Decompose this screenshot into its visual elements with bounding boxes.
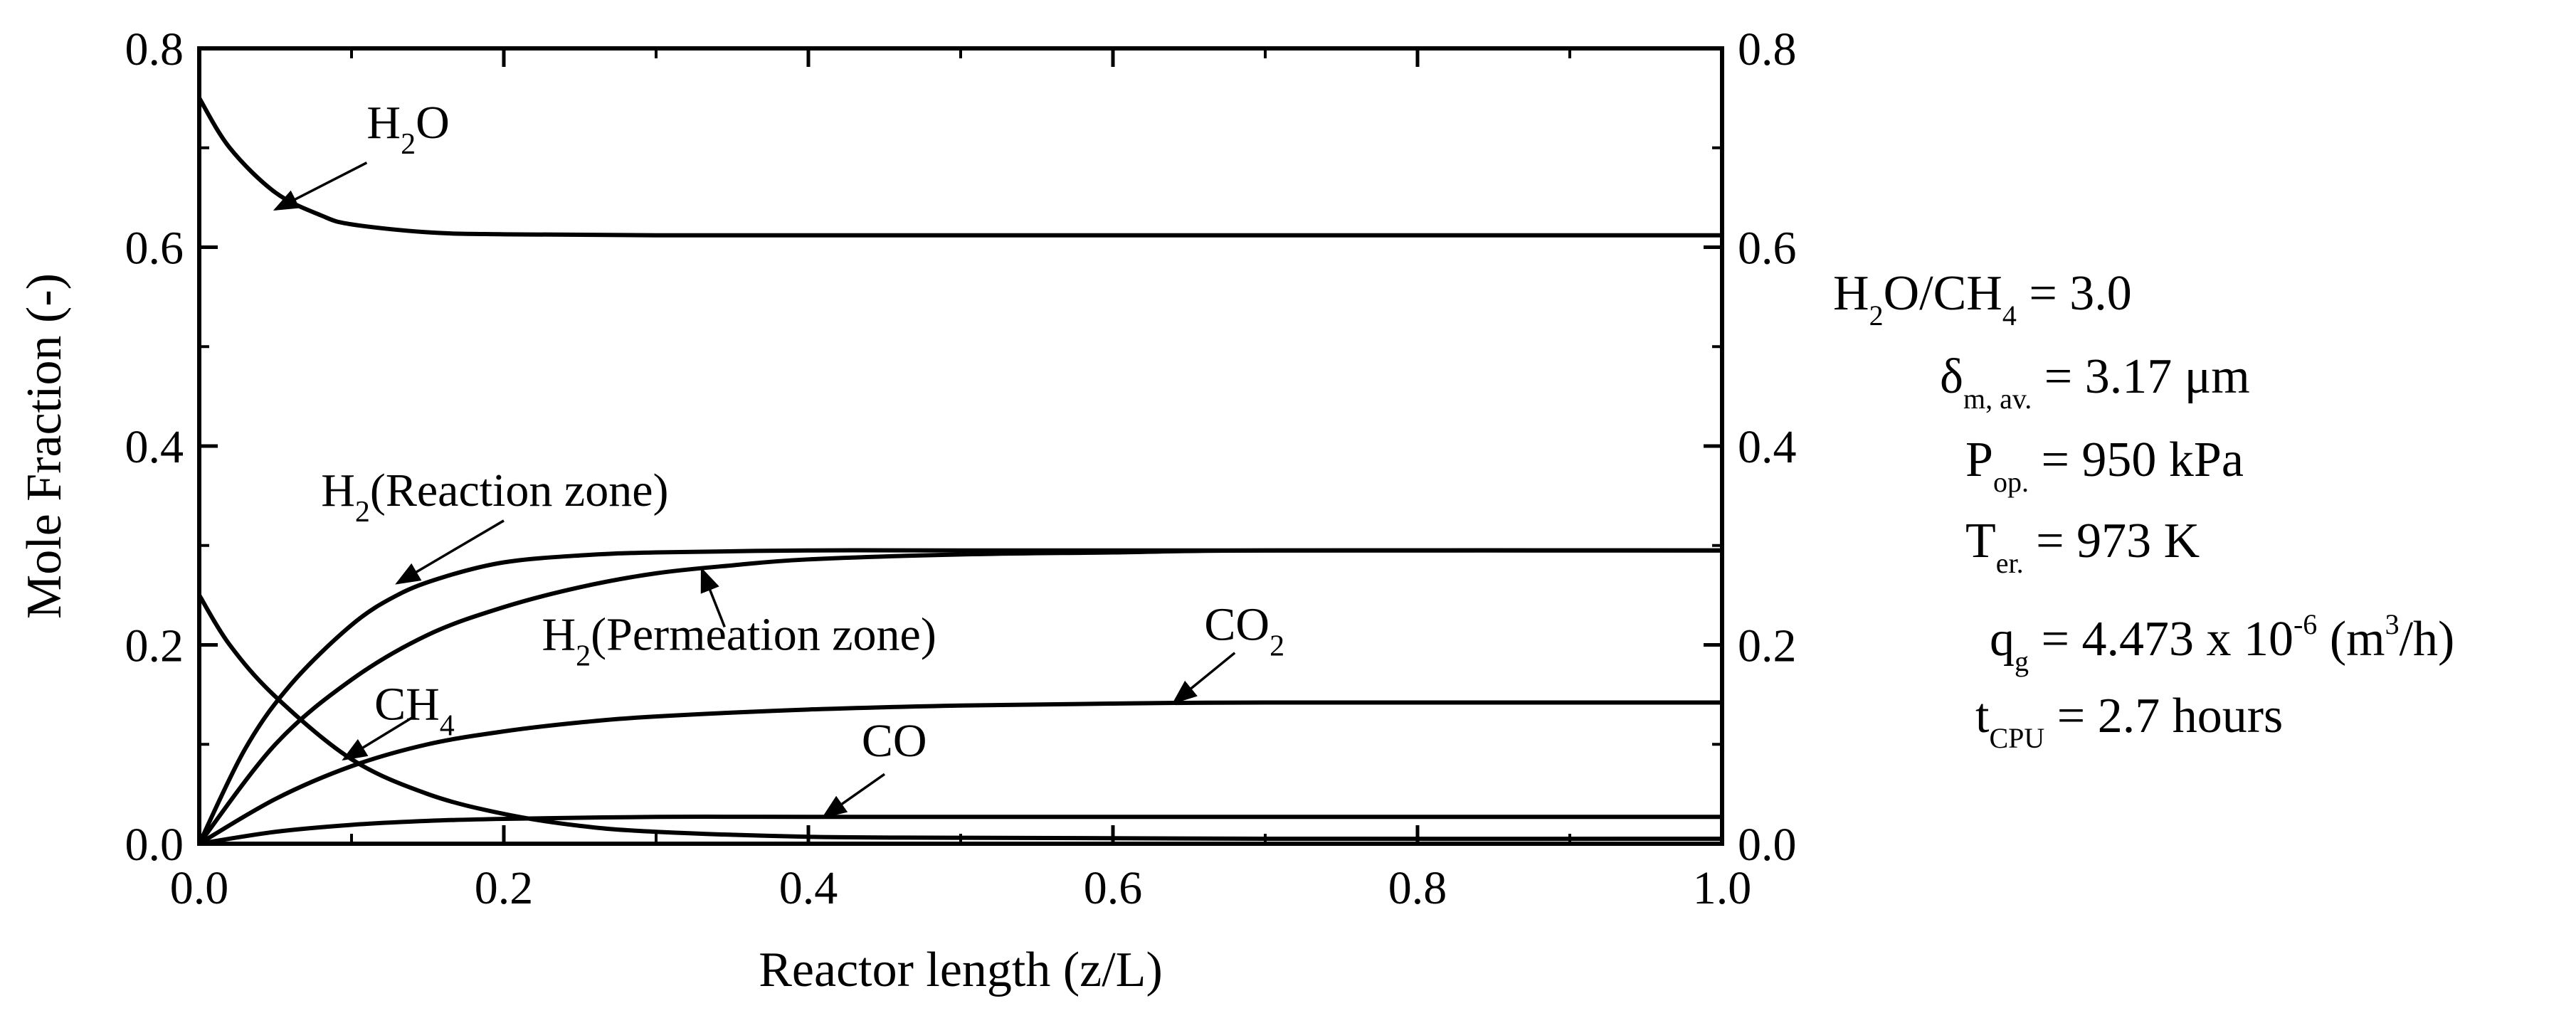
cpu-time-annotation: tCPU = 2.7 hours bbox=[1975, 691, 2283, 753]
curve-label-co2: CO2 bbox=[1204, 599, 1284, 663]
ratio-sub1: 2 bbox=[1869, 300, 1884, 332]
series-layer bbox=[197, 97, 1723, 846]
flow-mid: = 4.473 x 10 bbox=[2029, 612, 2293, 667]
tick-layer: 0.0 0.2 0.4 0.6 0.8 1.00.00.20.40.60.80.00.20… bbox=[125, 23, 1797, 914]
ratio-main: H bbox=[1833, 266, 1869, 321]
arrow-h2o bbox=[273, 161, 368, 211]
x-tick-label: 0.6 bbox=[1084, 862, 1143, 914]
flow-sub: g bbox=[2015, 645, 2029, 677]
arrow-ch4 bbox=[342, 716, 413, 761]
flow-sup2: 3 bbox=[2385, 608, 2400, 640]
y-axis-title: Mole Fraction (-) bbox=[17, 273, 72, 619]
thickness-annotation: δm, av. = 3.17 μm bbox=[1940, 352, 2250, 413]
x-tick-label: 1.0 bbox=[1693, 862, 1752, 914]
ratio-tail: = 3.0 bbox=[2016, 266, 2132, 321]
y-right-tick-label: 0.4 bbox=[1738, 421, 1797, 473]
y-right-tick-label: 0.2 bbox=[1738, 620, 1797, 672]
curve-label-h2-reaction-zone: H2(Reaction zone) bbox=[321, 465, 668, 529]
arrow-layer bbox=[273, 161, 1236, 819]
pressure-tail: = 950 kPa bbox=[2028, 433, 2244, 487]
y-tick-label: 0.2 bbox=[125, 620, 184, 672]
cpu-time-tail: = 2.7 hours bbox=[2044, 689, 2284, 743]
flow-tail: /h) bbox=[2399, 612, 2455, 667]
curve-label-ch4: CH4 bbox=[374, 678, 455, 742]
flow-main: q bbox=[1990, 612, 2015, 667]
series-line-co bbox=[199, 815, 1722, 846]
pressure-sub: op. bbox=[1992, 466, 2029, 498]
temperature-annotation: Ter. = 973 K bbox=[1965, 516, 2200, 578]
thickness-tail: = 3.17 μm bbox=[2032, 349, 2250, 404]
series-line-h2-permeation-zone bbox=[197, 548, 1723, 845]
label-layer: H2O H2(Reaction zone) H2(Permeation zone) C… bbox=[321, 97, 1284, 767]
y-tick-label: 0.6 bbox=[125, 223, 184, 275]
flow-mid2: (m bbox=[2317, 612, 2385, 667]
pressure-annotation: Pop. = 950 kPa bbox=[1965, 435, 2244, 497]
thickness-main: δ bbox=[1940, 349, 1963, 404]
curve-label-h2-permeation-zone: H2(Permeation zone) bbox=[542, 608, 936, 672]
temperature-tail: = 973 K bbox=[2023, 514, 2200, 568]
y-tick-label: 0.8 bbox=[125, 23, 184, 75]
ratio-sub2: 4 bbox=[2002, 300, 2017, 332]
cpu-time-sub: CPU bbox=[1989, 722, 2045, 754]
arrow-co bbox=[821, 773, 886, 819]
x-tick-label: 0.2 bbox=[475, 862, 534, 914]
curve-label-h2o: H2O bbox=[366, 97, 449, 161]
curve-label-co: CO bbox=[862, 715, 927, 767]
pressure-main: P bbox=[1965, 433, 1993, 487]
y-tick-label: 0.0 bbox=[125, 819, 184, 871]
y-tick-label: 0.4 bbox=[125, 421, 184, 473]
y-right-tick-label: 0.8 bbox=[1738, 23, 1797, 75]
flow-annotation: qg = 4.473 x 10-6 (m3/h) bbox=[1990, 610, 2454, 676]
arrow-h2-reaction-zone bbox=[395, 519, 505, 585]
x-tick-label: 0.0 bbox=[170, 862, 229, 914]
x-tick-label: 0.8 bbox=[1388, 862, 1447, 914]
y-right-tick-label: 0.6 bbox=[1738, 223, 1797, 275]
ratio-mid: O/CH bbox=[1883, 266, 2002, 321]
thickness-sub: m, av. bbox=[1963, 383, 2032, 415]
x-tick-label: 0.4 bbox=[779, 862, 838, 914]
y-right-tick-label: 0.0 bbox=[1738, 819, 1797, 871]
temperature-main: T bbox=[1965, 514, 1996, 568]
x-axis-title: Reactor length (z/L) bbox=[759, 943, 1163, 997]
series-line-ch4 bbox=[197, 594, 1723, 842]
arrow-co2 bbox=[1171, 652, 1236, 704]
temperature-sub: er. bbox=[1995, 547, 2024, 579]
ratio-annotation: H2O/CH4 = 3.0 bbox=[1833, 269, 2132, 330]
arrow-h2-permeation-zone bbox=[700, 567, 726, 627]
flow-sup1: -6 bbox=[2293, 608, 2318, 640]
cpu-time-main: t bbox=[1975, 689, 1990, 743]
